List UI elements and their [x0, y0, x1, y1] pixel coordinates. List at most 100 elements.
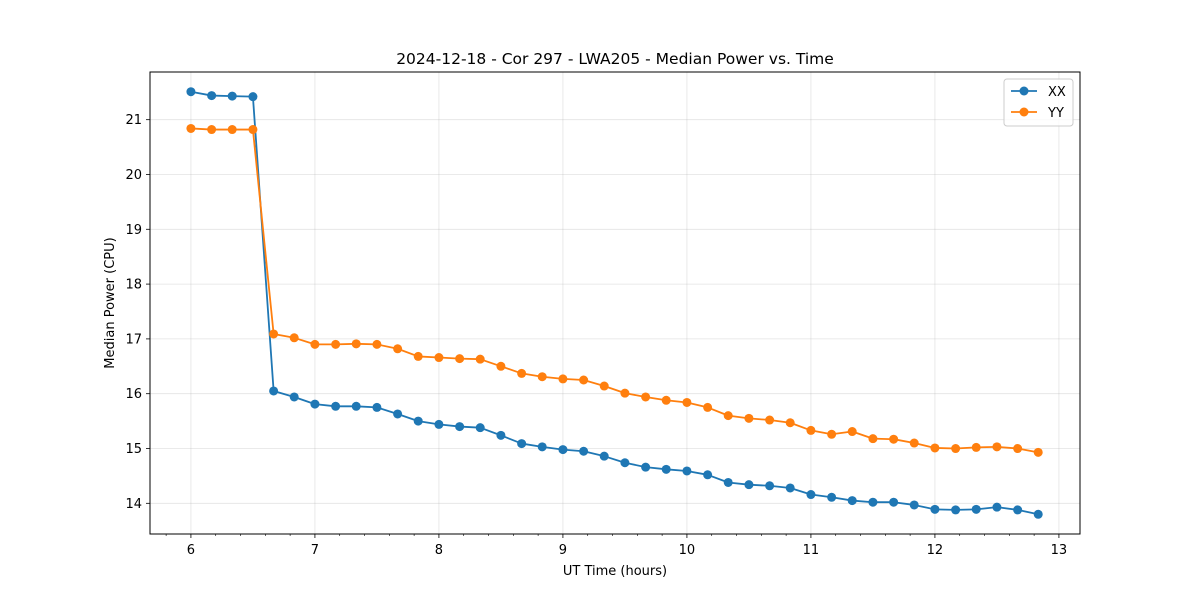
y-axis-label: Median Power (CPU) — [103, 237, 118, 368]
data-point-yy — [992, 442, 1002, 452]
x-tick-label: 13 — [1051, 543, 1068, 558]
data-point-xx — [971, 504, 981, 514]
legend-marker-yy — [1019, 107, 1029, 117]
data-point-xx — [827, 492, 837, 502]
data-point-xx — [930, 504, 940, 514]
data-point-xx — [207, 91, 217, 101]
data-point-xx — [1013, 505, 1023, 515]
data-point-yy — [1033, 447, 1043, 457]
data-point-xx — [537, 442, 547, 452]
data-point-xx — [227, 91, 237, 101]
data-point-xx — [868, 497, 878, 507]
data-point-xx — [682, 466, 692, 476]
x-axis-label: UT Time (hours) — [563, 564, 667, 579]
data-point-xx — [765, 481, 775, 491]
data-point-yy — [331, 339, 341, 349]
data-point-yy — [641, 392, 651, 402]
data-point-yy — [434, 353, 444, 363]
series-layer — [186, 87, 1043, 519]
data-point-xx — [951, 505, 961, 515]
data-point-yy — [310, 339, 320, 349]
x-tick-label: 9 — [559, 543, 567, 558]
data-point-yy — [971, 442, 981, 452]
y-tick-label: 17 — [125, 332, 142, 347]
data-point-yy — [517, 368, 527, 378]
data-point-xx — [992, 502, 1002, 512]
y-tick-label: 21 — [125, 113, 142, 128]
data-point-xx — [372, 402, 382, 412]
data-point-xx — [641, 462, 651, 472]
data-point-yy — [785, 418, 795, 428]
data-point-yy — [372, 339, 382, 349]
data-point-yy — [1013, 444, 1023, 454]
series-yy — [186, 123, 1043, 457]
data-point-yy — [558, 374, 568, 384]
data-point-xx — [1033, 509, 1043, 519]
data-point-xx — [310, 399, 320, 409]
legend-label-xx: XX — [1048, 85, 1066, 100]
data-point-yy — [909, 438, 919, 448]
y-tick-label: 16 — [125, 387, 142, 402]
data-point-xx — [889, 497, 899, 507]
data-point-xx — [599, 451, 609, 461]
legend-marker-xx — [1019, 86, 1029, 96]
data-point-xx — [620, 458, 630, 468]
data-point-xx — [723, 477, 733, 487]
series-xx — [186, 87, 1043, 519]
data-point-yy — [806, 425, 816, 435]
y-tick-label: 18 — [125, 278, 142, 293]
y-tick-label: 15 — [125, 442, 142, 457]
data-point-xx — [475, 423, 485, 433]
data-point-xx — [517, 439, 527, 449]
data-point-xx — [579, 446, 589, 456]
legend: XX YY — [1003, 78, 1074, 127]
x-tick-label: 8 — [435, 543, 443, 558]
data-point-yy — [620, 388, 630, 398]
x-tick-label: 10 — [679, 543, 696, 558]
data-point-xx — [496, 430, 506, 440]
y-tick-label: 19 — [125, 223, 142, 238]
data-point-yy — [393, 344, 403, 354]
data-point-yy — [889, 434, 899, 444]
data-point-yy — [269, 329, 279, 339]
data-point-yy — [682, 397, 692, 407]
x-tick-label: 7 — [311, 543, 319, 558]
data-point-yy — [496, 361, 506, 371]
data-point-xx — [393, 409, 403, 419]
data-point-xx — [558, 445, 568, 455]
data-point-yy — [661, 395, 671, 405]
grid — [150, 72, 1080, 534]
data-point-yy — [930, 443, 940, 453]
legend-label-yy: YY — [1047, 106, 1064, 121]
data-point-yy — [744, 413, 754, 423]
data-point-yy — [227, 125, 237, 135]
data-point-xx — [186, 87, 196, 97]
data-point-xx — [806, 490, 816, 500]
data-point-xx — [661, 464, 671, 474]
data-point-xx — [703, 470, 713, 480]
data-point-yy — [951, 444, 961, 454]
y-tick-label: 20 — [125, 168, 142, 183]
data-point-yy — [868, 434, 878, 444]
data-point-xx — [351, 401, 361, 411]
axes: 6 7 8 9 10 11 12 13 14 15 16 17 18 19 20 21 — [125, 113, 1067, 558]
data-point-xx — [248, 92, 258, 102]
data-point-yy — [248, 125, 258, 135]
x-tick-label: 12 — [927, 543, 944, 558]
data-point-xx — [289, 392, 299, 402]
data-point-xx — [455, 422, 465, 432]
data-point-xx — [744, 480, 754, 490]
data-point-yy — [289, 333, 299, 343]
data-point-yy — [579, 375, 589, 385]
data-point-xx — [847, 496, 857, 506]
data-point-yy — [537, 372, 547, 382]
data-point-xx — [331, 401, 341, 411]
data-point-xx — [785, 483, 795, 493]
data-point-yy — [599, 381, 609, 391]
x-tick-label: 6 — [187, 543, 195, 558]
chart-title: 2024-12-18 - Cor 297 - LWA205 - Median P… — [396, 50, 834, 68]
data-point-xx — [269, 386, 279, 396]
plot-frame — [149, 71, 1081, 535]
